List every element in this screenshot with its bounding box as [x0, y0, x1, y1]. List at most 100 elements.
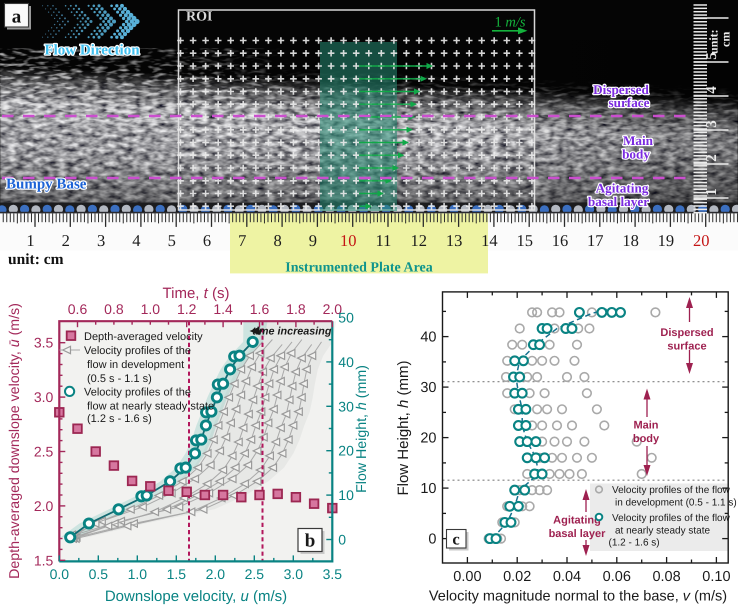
svg-text:0.04: 0.04	[553, 569, 581, 585]
svg-text:3.5: 3.5	[34, 335, 54, 351]
svg-text:40: 40	[338, 354, 354, 370]
svg-text:3.0: 3.0	[284, 566, 304, 582]
svg-text:4: 4	[704, 86, 720, 94]
svg-text:Downslope velocity, u (m/s): Downslope velocity, u (m/s)	[105, 588, 287, 605]
svg-text:1.4: 1.4	[213, 301, 233, 317]
svg-text:Main: Main	[623, 133, 654, 148]
svg-text:2.0: 2.0	[323, 301, 343, 317]
svg-text:0.5: 0.5	[89, 566, 109, 582]
svg-text:Velocity profiles of the: Velocity profiles of the	[84, 387, 191, 399]
svg-text:time increasing: time increasing	[252, 326, 332, 338]
svg-text:basal layer: basal layer	[549, 528, 607, 540]
svg-text:30: 30	[338, 398, 354, 414]
svg-text:Instrumented Plate Area: Instrumented Plate Area	[285, 261, 433, 276]
svg-text:6: 6	[203, 231, 211, 250]
svg-text:0: 0	[338, 532, 346, 548]
svg-text:9: 9	[309, 231, 317, 250]
svg-text:1: 1	[704, 188, 720, 196]
svg-text:at nearly steady state: at nearly steady state	[615, 525, 710, 536]
svg-text:14: 14	[481, 231, 498, 250]
svg-text:0.08: 0.08	[652, 569, 680, 585]
svg-text:18: 18	[622, 231, 639, 250]
svg-text:Agitating: Agitating	[596, 181, 649, 196]
svg-text:30: 30	[420, 380, 436, 396]
svg-text:unit:: unit:	[707, 29, 721, 54]
svg-text:15: 15	[516, 231, 533, 250]
svg-text:2.0: 2.0	[206, 566, 226, 582]
svg-text:20: 20	[338, 443, 354, 459]
svg-text:2.0: 2.0	[34, 498, 54, 514]
svg-text:0.00: 0.00	[453, 569, 481, 585]
svg-text:Bumpy Base: Bumpy Base	[6, 177, 87, 193]
svg-text:Time, t (s): Time, t (s)	[163, 285, 230, 302]
svg-text:1.0: 1.0	[128, 566, 148, 582]
svg-text:4: 4	[132, 231, 140, 250]
svg-text:5: 5	[704, 52, 720, 60]
svg-text:0: 0	[428, 532, 436, 548]
svg-text:Dispersed: Dispersed	[593, 82, 649, 97]
svg-text:Dispersed: Dispersed	[660, 327, 713, 339]
svg-text:11: 11	[376, 231, 392, 250]
svg-text:flow in development: flow in development	[87, 359, 184, 371]
svg-text:0.06: 0.06	[603, 569, 631, 585]
svg-text:0.0: 0.0	[50, 566, 70, 582]
svg-text:10: 10	[340, 231, 357, 250]
svg-text:Main: Main	[633, 420, 658, 432]
svg-text:2: 2	[62, 231, 70, 250]
svg-text:Velocity profiles of the flow: Velocity profiles of the flow	[612, 513, 731, 524]
svg-text:body: body	[633, 433, 660, 445]
svg-text:1: 1	[26, 231, 34, 250]
svg-text:(0.5 s - 1.1 s): (0.5 s - 1.1 s)	[87, 373, 152, 385]
svg-text:Velocity profiles of the: Velocity profiles of the	[84, 345, 191, 357]
svg-text:3: 3	[97, 231, 105, 250]
svg-text:basal layer: basal layer	[588, 194, 649, 209]
svg-text:cm: cm	[719, 32, 733, 47]
svg-text:20: 20	[420, 431, 436, 447]
svg-text:7: 7	[238, 231, 246, 250]
svg-text:1.2: 1.2	[177, 301, 197, 317]
svg-text:c: c	[452, 529, 459, 548]
svg-text:2.5: 2.5	[34, 444, 54, 460]
svg-text:3.0: 3.0	[34, 389, 54, 405]
svg-text:Depth-averaged downslope veloc: Depth-averaged downslope velocity, ū (m…	[7, 303, 23, 579]
svg-text:3.5: 3.5	[323, 566, 343, 582]
svg-text:0.10: 0.10	[702, 569, 730, 585]
svg-text:1.5: 1.5	[34, 552, 54, 568]
svg-text:8: 8	[273, 231, 281, 250]
svg-text:1 m/s: 1 m/s	[494, 15, 525, 31]
svg-text:16: 16	[552, 231, 569, 250]
svg-text:flow at nearly steady state: flow at nearly steady state	[87, 400, 214, 412]
svg-text:12: 12	[411, 231, 428, 250]
svg-text:2.5: 2.5	[245, 566, 265, 582]
svg-text:Agitating: Agitating	[553, 515, 601, 527]
svg-text:Velocity profiles of the flow: Velocity profiles of the flow	[612, 485, 731, 496]
svg-text:Velocity magnitude normal to t: Velocity magnitude normal to the base, v…	[429, 589, 727, 605]
svg-text:2: 2	[704, 154, 720, 162]
svg-text:surface: surface	[667, 341, 706, 353]
svg-text:0.8: 0.8	[104, 301, 124, 317]
svg-text:a: a	[12, 7, 22, 28]
svg-text:3: 3	[704, 120, 720, 128]
svg-text:Flow Height, h (mm): Flow Height, h (mm)	[354, 365, 370, 493]
svg-text:19: 19	[658, 231, 675, 250]
svg-text:5: 5	[168, 231, 176, 250]
svg-text:Flow Direction: Flow Direction	[44, 43, 140, 59]
svg-text:50: 50	[338, 310, 354, 326]
svg-text:10: 10	[338, 487, 354, 503]
svg-text:in development (0.5 - 1.1 s): in development (0.5 - 1.1 s)	[615, 498, 737, 509]
svg-text:10: 10	[420, 481, 436, 497]
svg-text:0.02: 0.02	[503, 569, 531, 585]
svg-text:17: 17	[587, 231, 604, 250]
svg-text:20: 20	[693, 231, 710, 250]
svg-text:40: 40	[420, 330, 436, 346]
svg-text:13: 13	[446, 231, 463, 250]
svg-text:1.8: 1.8	[286, 301, 306, 317]
svg-text:(1.2 s - 1.6 s): (1.2 s - 1.6 s)	[87, 413, 152, 425]
svg-text:0.6: 0.6	[68, 301, 88, 317]
svg-text:surface: surface	[608, 95, 649, 110]
svg-text:1.0: 1.0	[141, 301, 161, 317]
svg-text:1.5: 1.5	[167, 566, 187, 582]
svg-text:ROI: ROI	[186, 10, 212, 25]
svg-text:b: b	[305, 531, 316, 552]
svg-text:(1.2 - 1.6 s): (1.2 - 1.6 s)	[609, 538, 660, 549]
